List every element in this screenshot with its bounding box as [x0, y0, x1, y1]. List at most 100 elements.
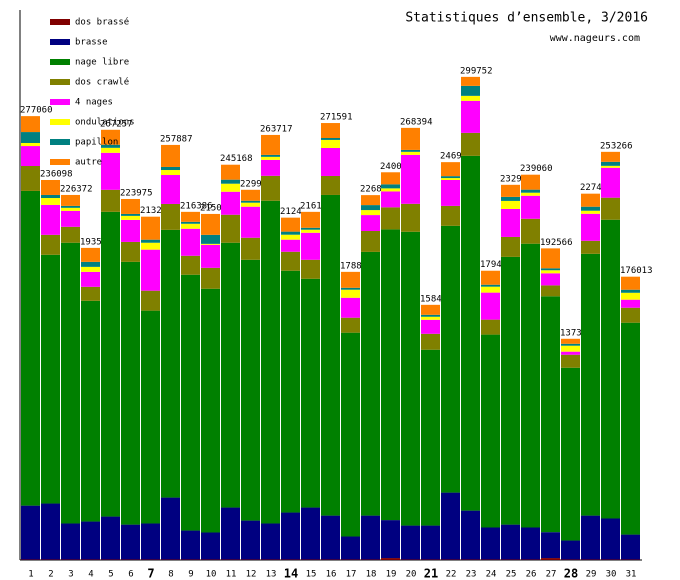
bar-segment: [21, 146, 40, 166]
bar-segment: [281, 512, 300, 560]
bar-segment: [181, 255, 200, 275]
total-label: 2124: [280, 207, 302, 217]
bar-segment: [421, 319, 440, 334]
bar-segment: [481, 284, 500, 287]
bar-segment: [301, 259, 320, 279]
bar-segment: [281, 270, 300, 513]
bar-segment: [621, 534, 640, 560]
x-tick-label: 31: [626, 570, 637, 580]
bar-segment: [421, 525, 440, 560]
bar-segment: [201, 234, 220, 244]
bar-segment: [541, 296, 560, 533]
bar-segment: [561, 367, 580, 541]
x-tick-label: 1: [28, 570, 33, 580]
total-label: 216386: [180, 201, 213, 211]
bar-segment: [221, 242, 240, 508]
bar-segment: [481, 286, 500, 293]
bar-segment: [541, 532, 560, 559]
bar-segment: [241, 520, 260, 560]
bar-segment: [261, 154, 280, 157]
bar-segment: [181, 228, 200, 256]
bar-segment: [301, 229, 320, 233]
bar-segment: [261, 134, 280, 155]
bar-segment: [221, 214, 240, 243]
total-label: 267257: [100, 119, 133, 129]
bar-segment: [361, 230, 380, 252]
total-label: 1373: [560, 328, 582, 338]
bar-segment: [161, 170, 180, 176]
bar-segment: [121, 219, 140, 242]
bar-segment: [441, 176, 460, 179]
bar-segment: [361, 251, 380, 516]
bar-segment: [441, 178, 460, 180]
bar-segment: [361, 210, 380, 216]
x-tick-label: 17: [346, 570, 357, 580]
bar-segment: [261, 175, 280, 201]
bar-segment: [581, 240, 600, 254]
bar-segment: [401, 154, 420, 204]
total-label: 2274: [580, 183, 602, 193]
bar-segment: [401, 151, 420, 155]
x-tick-label: 25: [506, 570, 517, 580]
bar-segment: [601, 161, 620, 166]
total-label: 226372: [60, 184, 93, 194]
bar-segment: [441, 179, 460, 206]
bar-segment: [241, 259, 260, 521]
legend-swatch: [50, 99, 70, 105]
bar-segment: [161, 144, 180, 167]
bar-segment: [521, 218, 540, 244]
bar-segment: [41, 194, 60, 199]
bar-segment: [401, 203, 420, 232]
bar-segment: [221, 191, 240, 215]
bar-segment: [241, 189, 260, 201]
bar-segment: [501, 196, 520, 201]
bar-segment: [401, 127, 420, 150]
x-tick-label: 23: [466, 570, 477, 580]
bar-segment: [341, 536, 360, 560]
bar-segment: [201, 213, 220, 235]
bar-segment: [41, 234, 60, 255]
bar-segment: [41, 503, 60, 560]
bar-segment: [421, 316, 440, 320]
bar-segment: [281, 251, 300, 271]
bar-segment: [601, 197, 620, 220]
bar-segment: [501, 236, 520, 257]
bar-segment: [481, 292, 500, 320]
bar-segment: [181, 221, 200, 224]
bar-segment: [101, 189, 120, 212]
bar-segment: [141, 290, 160, 311]
x-tick-label: 10: [206, 570, 217, 580]
bar-segment: [281, 217, 300, 232]
x-tick-label: 18: [366, 570, 377, 580]
x-tick-label: 16: [326, 570, 337, 580]
bar-segment: [541, 558, 560, 560]
bar-segment: [381, 172, 400, 185]
x-tick-label: 30: [606, 570, 617, 580]
legend-swatch: [50, 19, 70, 25]
bar-segment: [81, 261, 100, 267]
bar-segment: [341, 332, 360, 537]
total-label: 2299: [240, 179, 262, 189]
bar-segment: [621, 289, 640, 293]
bar-segment: [201, 532, 220, 560]
legend-text: ondulations: [75, 118, 135, 128]
x-tick-label: 3: [68, 570, 73, 580]
bar-segment: [121, 524, 140, 560]
bar-segment: [41, 179, 60, 195]
total-label: 1584: [420, 294, 442, 304]
bar-segment: [61, 242, 80, 524]
total-label: 176013: [620, 266, 653, 276]
x-tick-label: 20: [406, 570, 417, 580]
bar-segment: [161, 229, 180, 498]
bar-segment: [261, 200, 280, 524]
bar-segment: [381, 520, 400, 559]
bar-segment: [581, 213, 600, 241]
total-label: 2400: [380, 162, 402, 172]
bar-segment: [181, 211, 200, 222]
x-tick-label: 12: [246, 570, 257, 580]
chart-title: Statistiques d’ensemble, 3/2016: [405, 11, 648, 26]
legend-text: papillon: [75, 138, 118, 148]
bar-segment: [461, 155, 480, 511]
x-tick-label: 5: [108, 570, 113, 580]
bar-segment: [261, 156, 280, 160]
